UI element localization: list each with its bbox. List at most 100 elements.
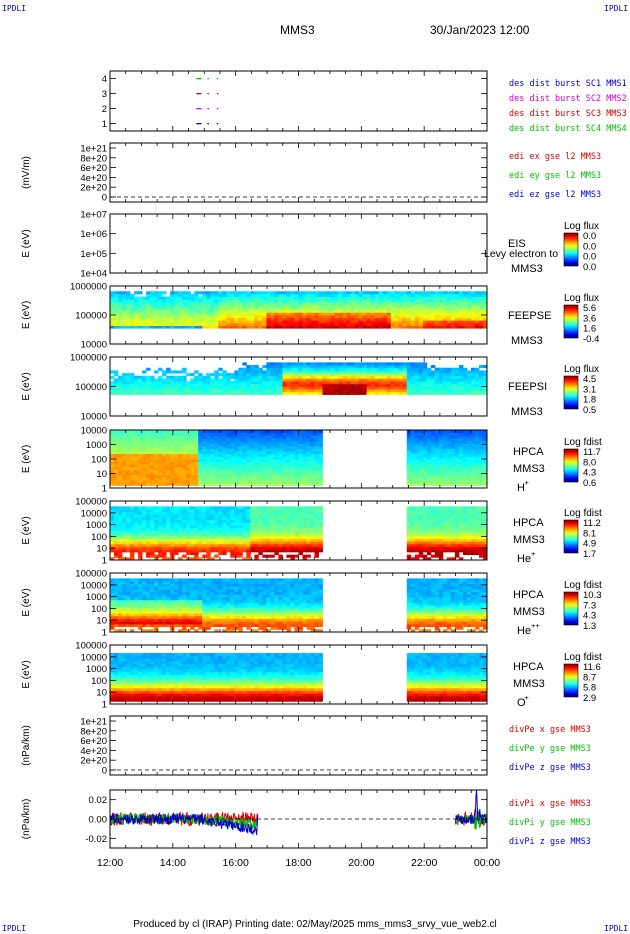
y-tick-label: 0.02	[89, 795, 108, 806]
y-tick-label: 0.00	[89, 815, 108, 826]
instrument-label: HPCA	[513, 661, 544, 673]
legend-entry: des dist burst SC4 MMS4	[509, 124, 627, 134]
page-title: MMS3	[280, 23, 315, 37]
panel-frame	[109, 213, 488, 274]
colorbar	[563, 519, 579, 554]
burst-mark	[216, 108, 219, 110]
colorbar-tick-label: 5.8	[583, 683, 596, 694]
burst-mark	[216, 123, 219, 125]
y-tick-label: 100	[91, 676, 107, 687]
colorbar-tick-label: 3.1	[583, 384, 596, 395]
burst-mark	[196, 108, 202, 110]
y-tick-label: 4e+20	[80, 173, 107, 184]
y-tick-label: 4e+20	[80, 746, 107, 757]
y-tick-label: 10	[96, 469, 107, 480]
y-tick-label: 4	[102, 74, 107, 85]
colorbar-tick-label: 7.3	[583, 600, 596, 611]
overlay-text: Levy electron to	[484, 248, 558, 260]
heatmap-feepse	[110, 291, 488, 329]
y-tick-label: 8e+20	[80, 153, 107, 164]
heatmap-hpca-hepp	[110, 578, 488, 633]
y-tick-label: 100	[91, 455, 107, 466]
legend-entry: edi ez gse l2 MMS3	[509, 190, 601, 200]
y-tick-label: 100000	[75, 569, 107, 580]
y-tick-label: 1e+04	[80, 269, 107, 280]
y-tick-label: 0	[102, 766, 107, 777]
y-tick-label: 10	[96, 616, 107, 627]
corner-label-bottom-left: IPDLI	[2, 924, 27, 933]
colorbar-title: Log flux	[564, 293, 599, 304]
colorbar-tick-label: 0.6	[583, 478, 596, 489]
x-tick-label: 22:00	[411, 857, 437, 869]
burst-mark	[207, 108, 209, 110]
y-axis-label: E (eV)	[21, 229, 32, 257]
burst-mark	[216, 78, 219, 80]
legend-entry: edi ey gse l2 MMS3	[509, 171, 601, 181]
corner-label-top-right: IPDLI	[604, 4, 629, 13]
y-axis-label: (mV/m)	[21, 156, 32, 189]
y-axis-label: (nPa/km)	[21, 799, 32, 840]
colorbar-tick-label: 1.8	[583, 395, 596, 406]
y-axis-label: E (eV)	[21, 445, 32, 473]
footer-text: Produced by cl (IRAP) Printing date: 02/…	[133, 919, 497, 930]
x-tick-label: 20:00	[348, 857, 374, 869]
y-tick-label: 1000000	[70, 353, 107, 364]
burst-mark	[196, 123, 202, 125]
page-datetime: 30/Jan/2023 12:00	[430, 23, 530, 37]
panel-hpca-h: 1 10 100 1000 10000 E (eV) HPCA MMS3 H + Log fdist…	[21, 426, 602, 495]
colorbar-tick-label: 11.6	[583, 662, 601, 673]
colorbar-tick-label: 4.9	[583, 539, 596, 550]
y-tick-label: 10	[96, 544, 107, 555]
spacecraft-label: MMS3	[513, 678, 545, 690]
x-tick-label: 14:00	[160, 857, 186, 869]
y-tick-label: 1000000	[70, 282, 107, 293]
y-tick-label: 100000	[75, 382, 107, 393]
y-tick-label: 100	[91, 604, 107, 615]
burst-mark	[207, 78, 209, 80]
y-tick-label: 10000	[81, 426, 107, 437]
y-tick-label: 2e+20	[80, 183, 107, 194]
heatmap-hpca-h	[110, 430, 488, 486]
species-charge: ++	[531, 621, 540, 630]
trace-2	[109, 789, 488, 836]
spacecraft-label: MMS3	[511, 335, 543, 347]
species-charge: +	[525, 478, 530, 487]
burst-mark	[207, 93, 209, 95]
legend-entry: divPe z gse MMS3	[509, 763, 591, 773]
y-tick-label: 2	[102, 104, 107, 115]
spacecraft-label: MMS3	[513, 463, 545, 475]
legend-entry: divPi x gse MMS3	[509, 799, 591, 809]
colorbar-tick-label: 5.6	[583, 303, 596, 314]
y-tick-label: 1	[102, 628, 107, 639]
colorbar-tick-label: 11.2	[583, 518, 601, 529]
panel-divpi: -0.02 0.00 0.02 (nPa/km) divPi x gse MMS3 div…	[21, 789, 591, 849]
heatmap-hpca-o	[110, 653, 488, 702]
burst-mark	[216, 93, 219, 95]
y-tick-label: 10000	[81, 508, 107, 519]
colorbar-tick-label: 0.0	[583, 231, 596, 242]
y-axis-label: E (eV)	[21, 660, 32, 688]
colorbar-title: Log fdist	[564, 652, 602, 663]
y-axis-label: (nPa/km)	[21, 725, 32, 766]
legend-entry: des dist burst SC2 MMS2	[509, 94, 627, 104]
panel-feepsi: 10000 100000 1000000 E (eV) FEEPSI MMS3 Log fl…	[21, 353, 599, 423]
instrument-label: FEEPSI	[508, 381, 547, 393]
colorbar-tick-label: 1.7	[583, 549, 596, 560]
colorbar-tick-label: 0.0	[583, 262, 596, 273]
spacecraft-label: MMS3	[513, 534, 545, 546]
y-tick-label: 100000	[75, 497, 107, 508]
colorbar	[563, 375, 579, 410]
y-axis-label: E (eV)	[21, 372, 32, 400]
panel-feepse: 10000 100000 1000000 E (eV) FEEPSE MMS3 Log fl…	[21, 282, 599, 351]
colorbar-tick-label: 4.3	[583, 468, 596, 479]
colorbar-tick-label: 2.9	[583, 693, 596, 704]
colorbar-title: Log fdist	[564, 437, 602, 448]
colorbar-tick-label: 11.7	[583, 447, 601, 458]
species-charge: +	[531, 549, 536, 558]
instrument-label: HPCA	[513, 517, 544, 529]
y-tick-label: 1	[102, 119, 107, 130]
